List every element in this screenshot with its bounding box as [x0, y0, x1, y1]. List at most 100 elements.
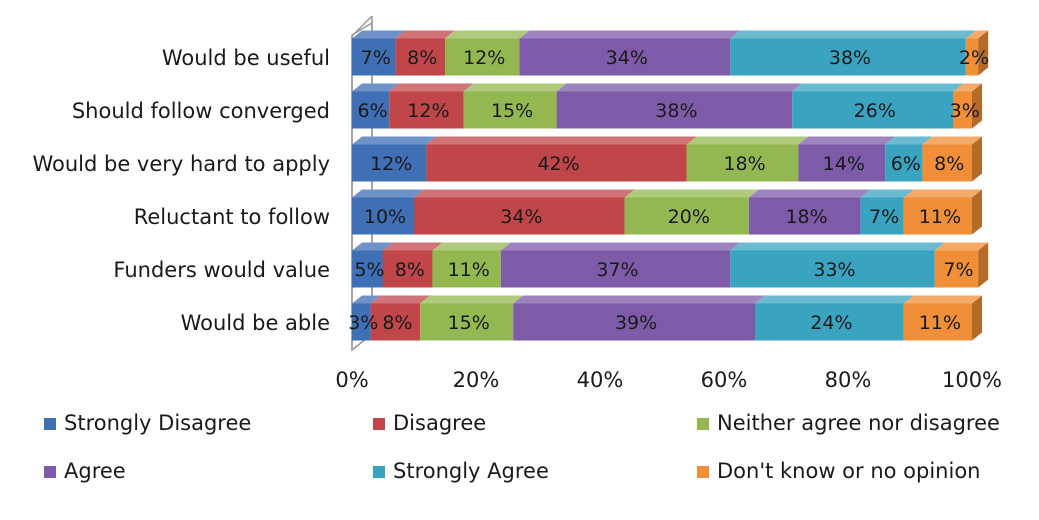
bar-segment: [624, 197, 749, 235]
data-label: 12%: [463, 47, 505, 69]
bar-segment-top: [389, 83, 474, 92]
data-label: 24%: [810, 312, 852, 334]
bar-segment: [352, 197, 414, 235]
legend-item: Strongly Agree: [373, 459, 549, 483]
bar-segment: [730, 250, 935, 288]
data-label: 3%: [950, 100, 980, 122]
x-tick-label: 40%: [577, 368, 624, 392]
bar-segment-top: [798, 136, 896, 145]
bar-segment-top: [463, 83, 567, 92]
data-label: 12%: [370, 153, 412, 175]
data-label: 7%: [943, 259, 973, 281]
x-tick-label: 60%: [701, 368, 748, 392]
x-axis-tick-labels: 0% 20% 40% 60% 80% 100%: [335, 368, 1002, 392]
data-label: 3%: [348, 312, 378, 334]
bar-segment: [860, 197, 904, 235]
bar-segment-top: [445, 30, 530, 39]
bar-segment: [352, 91, 390, 129]
bar-segment: [748, 197, 861, 235]
bar-segment-top: [352, 83, 400, 92]
bar-segment-top: [352, 189, 424, 198]
bars-group: 7% 8% 12% 34% 38% 2% 6% 12% 15% 38% 26% 3% 12% 42% 18%…: [348, 30, 989, 341]
data-label: 7%: [869, 206, 899, 228]
bar-segment: [792, 91, 954, 129]
bar-segment: [500, 250, 731, 288]
bar-segment: [383, 250, 433, 288]
bar-segment-top: [860, 189, 914, 198]
bar-segment: [934, 250, 979, 288]
legend-label: Strongly Disagree: [64, 411, 251, 435]
legend-item: Agree: [44, 459, 126, 483]
data-label: 37%: [596, 259, 638, 281]
bar-segment-top: [755, 295, 914, 304]
bar-segment: [395, 38, 445, 76]
bar-segment-top: [352, 136, 437, 145]
category-label: Reluctant to follow: [134, 205, 330, 229]
bar-segment: [432, 250, 501, 288]
data-label: 34%: [500, 206, 542, 228]
category-label: Would be very hard to apply: [32, 152, 330, 176]
bar-segment: [686, 144, 799, 182]
bar-segment-top: [414, 189, 635, 198]
bar-segment-top: [748, 189, 871, 198]
bar-segment: [420, 303, 514, 341]
bar-segment: [389, 91, 464, 129]
x-tick-label: 100%: [942, 368, 1002, 392]
data-label: 2%: [959, 47, 989, 69]
category-label: Should follow converged: [72, 99, 330, 123]
bar-segment: [370, 303, 421, 341]
bar-segment-top: [922, 136, 982, 145]
legend-label: Disagree: [393, 411, 486, 435]
bar-segment: [885, 144, 923, 182]
bar-segment-top: [556, 83, 803, 92]
bar-segment-top: [513, 295, 765, 304]
bar-segment: [463, 91, 557, 129]
legend-item: Don't know or no opinion: [697, 459, 980, 483]
legend-swatch: [697, 466, 709, 478]
bar-segment-top: [686, 136, 809, 145]
data-label: 8%: [395, 259, 425, 281]
bar-segment: [352, 144, 427, 182]
data-label: 11%: [448, 259, 490, 281]
bar-segment-top: [792, 83, 964, 92]
data-label: 15%: [491, 100, 533, 122]
bar-end-side: [978, 242, 989, 288]
legend-item: Neither agree nor disagree: [697, 411, 1000, 435]
bar-segment: [556, 91, 793, 129]
bar-segment: [352, 38, 396, 76]
bar-segment: [903, 197, 972, 235]
legend-item: Strongly Disagree: [44, 411, 251, 435]
bar-segment-top: [426, 136, 697, 145]
bar-segment: [798, 144, 886, 182]
bar-segment-top: [953, 83, 982, 92]
bar-segment-top: [383, 242, 443, 251]
bar-segment-top: [395, 30, 455, 39]
bar-segment: [352, 250, 383, 288]
bar-segment-top: [352, 295, 381, 304]
bar-segment-top: [519, 30, 741, 39]
data-label: 7%: [361, 47, 391, 69]
bar-segment-top: [624, 189, 759, 198]
data-label: 8%: [407, 47, 437, 69]
data-label: 5%: [354, 259, 384, 281]
data-label: 14%: [823, 153, 865, 175]
x-tick-label: 0%: [335, 368, 368, 392]
data-label: 26%: [854, 100, 896, 122]
data-label: 18%: [723, 153, 765, 175]
bar-segment-top: [903, 189, 982, 198]
data-label: 38%: [655, 100, 697, 122]
data-label: 15%: [448, 312, 490, 334]
legend-label: Agree: [64, 459, 126, 483]
data-label: 42%: [537, 153, 579, 175]
bar-segment-top: [352, 30, 406, 39]
bar-segment: [903, 303, 972, 341]
category-label: Funders would value: [113, 258, 330, 282]
bar-segment: [426, 144, 687, 182]
bar-segment: [352, 303, 371, 341]
bar-segment-top: [500, 242, 741, 251]
legend-swatch: [697, 418, 709, 430]
data-label: 11%: [919, 206, 961, 228]
data-label: 18%: [785, 206, 827, 228]
x-tick-label: 20%: [453, 368, 500, 392]
bar-segment: [414, 197, 625, 235]
